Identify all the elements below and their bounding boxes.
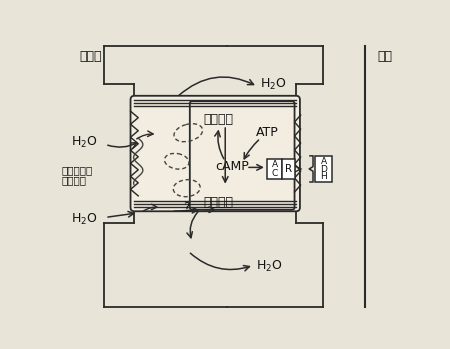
Text: D: D [320, 165, 327, 174]
Text: ?: ? [184, 201, 190, 214]
Text: ATP: ATP [256, 126, 279, 139]
Text: $\mathrm{H_2O}$: $\mathrm{H_2O}$ [256, 259, 283, 274]
Text: 磷酸蛋白: 磷酸蛋白 [204, 196, 234, 209]
Text: 小管液: 小管液 [79, 50, 101, 62]
Text: 小泡内移: 小泡内移 [61, 176, 86, 185]
Text: 蛋白激酶: 蛋白激酶 [204, 113, 234, 126]
Text: R: R [285, 164, 292, 174]
Text: A: A [321, 157, 327, 166]
Text: 含水通道的: 含水通道的 [61, 165, 93, 176]
Bar [267, 159, 282, 179]
Text: A: A [271, 161, 278, 169]
Bar [315, 156, 332, 182]
Text: H: H [320, 172, 327, 181]
FancyBboxPatch shape [130, 96, 300, 211]
Text: $\mathrm{H_2O}$: $\mathrm{H_2O}$ [71, 211, 98, 227]
FancyBboxPatch shape [190, 101, 295, 210]
Text: cAMP: cAMP [215, 160, 249, 173]
Text: 血清: 血清 [377, 50, 392, 62]
Bar [282, 159, 295, 179]
Text: C: C [271, 169, 278, 178]
Text: $\mathrm{H_2O}$: $\mathrm{H_2O}$ [71, 134, 98, 149]
Text: $\mathrm{H_2O}$: $\mathrm{H_2O}$ [260, 77, 287, 92]
